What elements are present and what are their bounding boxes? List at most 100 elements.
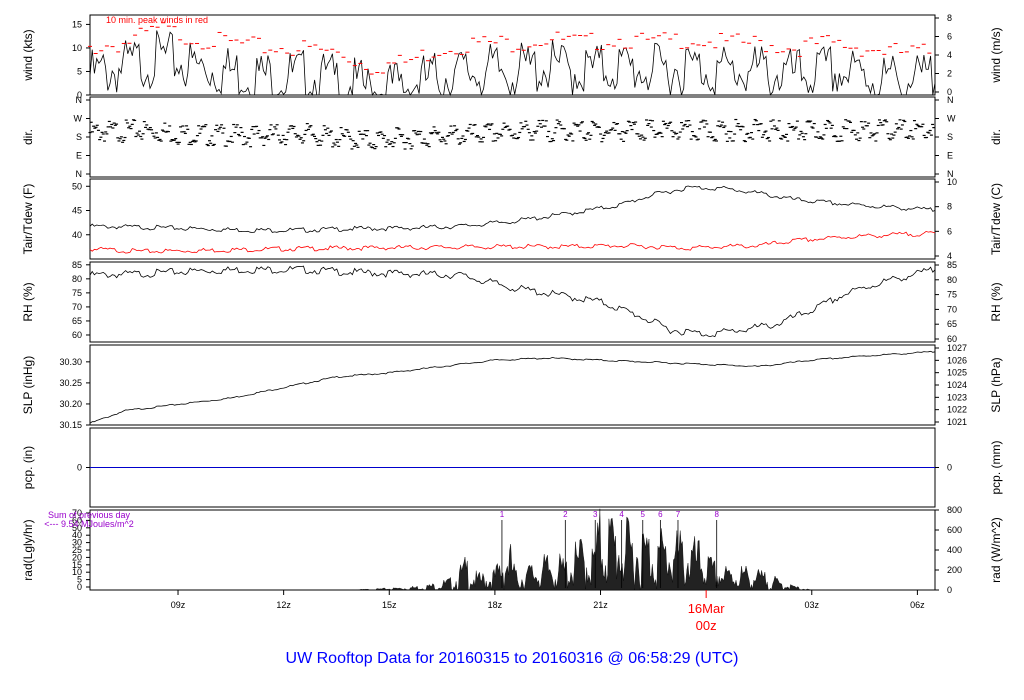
right-axis-label: RH (%) [989, 282, 1003, 321]
x-tick-label: 18z [488, 600, 503, 610]
right-tick-label: 400 [947, 545, 962, 555]
x-tick-label: 12z [276, 600, 291, 610]
right-tick-label: W [947, 114, 956, 124]
rad-marker-label: 2 [563, 510, 568, 519]
right-tick-label: 4 [947, 50, 952, 60]
panel-frame [89, 178, 936, 260]
right-tick-label: 1023 [947, 392, 967, 402]
rad-note-line-1: Sum of previous day [48, 510, 131, 520]
right-tick-label: 1022 [947, 405, 967, 415]
left-tick-label: 0 [77, 582, 82, 592]
radiation-area [343, 508, 812, 591]
rad-marker-label: 8 [714, 510, 719, 519]
right-tick-label: 8 [947, 202, 952, 212]
x-tick-label: 09z [171, 600, 186, 610]
left-tick-label: 85 [72, 260, 82, 270]
right-tick-label: 70 [947, 304, 957, 314]
right-tick-label: 0 [947, 87, 952, 97]
peak-wind-annotation: 10 min. peak winds in red [106, 15, 208, 25]
left-tick-label: W [74, 114, 83, 124]
right-tick-label: 75 [947, 290, 957, 300]
right-tick-label: 1021 [947, 417, 967, 427]
rh-series [89, 265, 936, 338]
left-tick-label: 65 [72, 316, 82, 326]
right-tick-label: 1024 [947, 380, 967, 390]
right-axis-label: rad (W/m^2) [989, 517, 1003, 583]
right-tick-label: 1027 [947, 343, 967, 353]
rad-marker-label: 6 [658, 510, 663, 519]
right-tick-label: 6 [947, 32, 952, 42]
rad-marker-label: 4 [619, 510, 624, 519]
left-tick-label: 50 [72, 523, 82, 533]
left-tick-label: 25 [72, 545, 82, 555]
right-axis-label: SLP (hPa) [989, 357, 1003, 412]
left-tick-label: 60 [72, 515, 82, 525]
right-tick-label: 60 [947, 334, 957, 344]
right-tick-label: E [947, 151, 953, 161]
right-tick-label: 4 [947, 251, 952, 261]
x-tick-label: 21z [593, 600, 608, 610]
left-axis-label: wind (kts) [21, 29, 35, 81]
right-axis-label: wind (m/s) [989, 27, 1003, 83]
right-tick-label: N [947, 95, 954, 105]
right-tick-label: N [947, 169, 954, 179]
left-tick-label: 30.30 [59, 357, 82, 367]
wind-speed-series [89, 30, 936, 97]
left-tick-label: S [76, 132, 82, 142]
right-tick-label: S [947, 132, 953, 142]
panel-frame [89, 344, 936, 426]
right-tick-label: 1025 [947, 368, 967, 378]
rad-marker-label: 7 [676, 510, 681, 519]
right-tick-label: 10 [947, 177, 957, 187]
left-tick-label: 15 [72, 560, 82, 570]
right-tick-label: 0 [947, 585, 952, 595]
left-axis-label: dir. [21, 129, 35, 145]
right-tick-label: 6 [947, 226, 952, 236]
left-tick-label: 80 [72, 274, 82, 284]
right-tick-label: 200 [947, 565, 962, 575]
rad-note-line-2: <--- 9.54 MJoules/m^2 [44, 519, 134, 529]
panel-frame [89, 96, 936, 178]
left-tick-label: 40 [72, 530, 82, 540]
left-axis-label: RH (%) [21, 282, 35, 321]
left-tick-label: 30.25 [59, 378, 82, 388]
right-axis-label: pcp. (mm) [989, 440, 1003, 494]
left-tick-label: 50 [72, 181, 82, 191]
left-tick-label: N [76, 95, 83, 105]
left-tick-label: 5 [77, 66, 82, 76]
date-sublabel: 00z [696, 618, 717, 633]
right-tick-label: 85 [947, 260, 957, 270]
left-axis-label: SLP (inHg) [21, 356, 35, 414]
right-tick-label: 65 [947, 319, 957, 329]
left-tick-label: 0 [77, 90, 82, 100]
chart-title: UW Rooftop Data for 20160315 to 20160316… [285, 650, 739, 667]
slp-series [89, 350, 936, 424]
left-tick-label: 40 [72, 230, 82, 240]
rad-marker-label: 3 [593, 510, 598, 519]
air-temp-series [89, 185, 936, 233]
left-tick-label: 45 [72, 206, 82, 216]
left-tick-label: 20 [72, 552, 82, 562]
dewpoint-series [89, 230, 936, 254]
left-tick-label: 0 [77, 463, 82, 473]
left-axis-label: Tair/Tdew (F) [21, 184, 35, 255]
right-axis-label: dir. [989, 129, 1003, 145]
rad-marker-label: 5 [641, 510, 646, 519]
left-tick-label: 10 [72, 567, 82, 577]
left-tick-label: 70 [72, 508, 82, 518]
x-tick-label: 06z [910, 600, 925, 610]
date-label: 16Mar [688, 601, 726, 616]
left-tick-label: 75 [72, 288, 82, 298]
right-tick-label: 800 [947, 505, 962, 515]
rad-marker-label: 1 [500, 510, 505, 519]
right-tick-label: 0 [947, 463, 952, 473]
panel-frame [89, 261, 936, 343]
x-tick-label: 15z [382, 600, 397, 610]
x-tick-label: 03z [805, 600, 820, 610]
left-tick-label: E [76, 151, 82, 161]
left-tick-label: 10 [72, 43, 82, 53]
left-tick-label: 5 [77, 575, 82, 585]
left-tick-label: 70 [72, 302, 82, 312]
left-tick-label: 30.20 [59, 399, 82, 409]
